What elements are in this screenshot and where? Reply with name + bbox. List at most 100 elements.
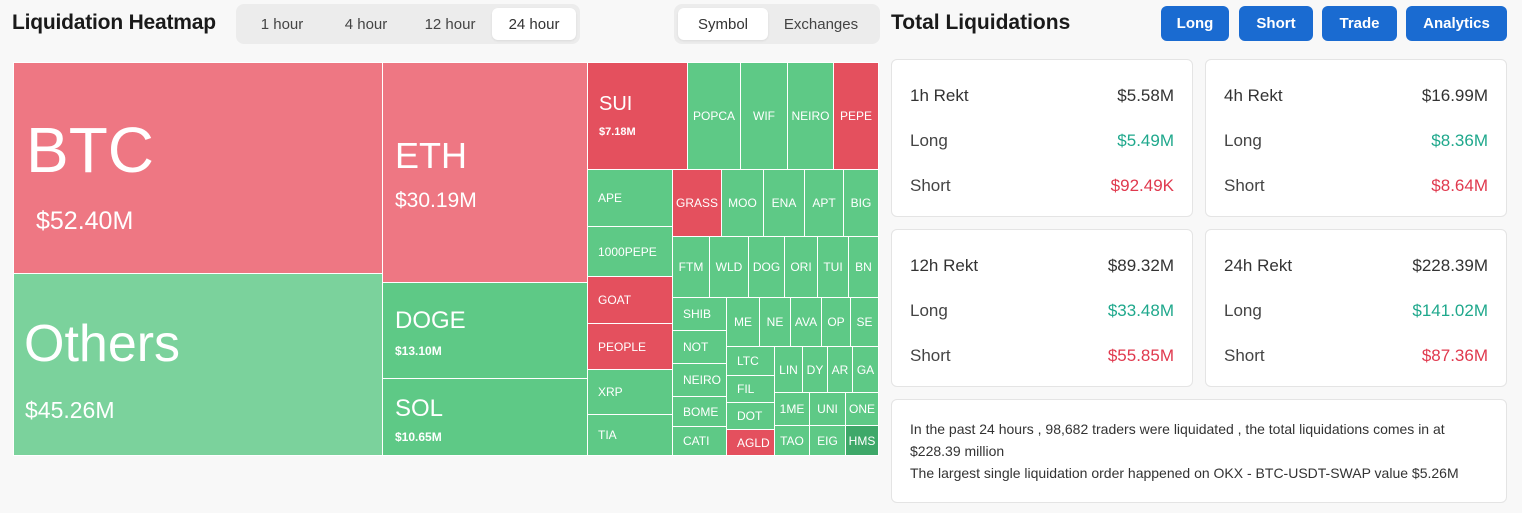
heatmap-cell-lin[interactable]: LIN (774, 346, 803, 393)
cell-symbol: ME (734, 315, 752, 329)
heatmap-cell-neiro-2[interactable]: NEIRO (672, 363, 727, 397)
heatmap-cell-ena[interactable]: ENA (763, 169, 805, 237)
heatmap-cell-others[interactable]: Others $45.26M (13, 273, 383, 456)
short-label: Short (1224, 176, 1265, 195)
cell-value: $45.26M (25, 397, 115, 423)
heatmap-cell-ori[interactable]: ORI (784, 236, 818, 298)
cell-symbol: TUI (823, 260, 843, 274)
heatmap-cell-ar[interactable]: AR (827, 346, 853, 393)
short-value: $8.64M (1431, 176, 1488, 195)
card-total: $89.32M (1107, 256, 1174, 275)
cell-symbol: WLD (715, 260, 743, 274)
analytics-button[interactable]: Analytics (1406, 6, 1507, 41)
heatmap-cell-eth[interactable]: ETH $30.19M (382, 62, 588, 283)
cell-symbol: PEPE (839, 109, 872, 123)
trade-button[interactable]: Trade (1322, 6, 1397, 41)
card-long-row: Long $8.36M (1224, 131, 1488, 151)
heatmap-cell-big[interactable]: BIG (843, 169, 879, 237)
heatmap-cell-dot[interactable]: DOT (726, 402, 775, 430)
heatmap-cell-tui[interactable]: TUI (817, 236, 849, 298)
heatmap-cell-1me[interactable]: 1ME (774, 392, 810, 426)
heatmap-cell-not[interactable]: NOT (672, 330, 727, 364)
heatmap-cell-tao[interactable]: TAO (774, 425, 810, 456)
card-24h-rekt: 24h Rekt $228.39M Long $141.02M Short $87.3… (1205, 229, 1507, 387)
heatmap-cell-me[interactable]: ME (726, 297, 760, 347)
total-liquidations-title: Total Liquidations (891, 11, 1071, 34)
cell-value: $13.10M (395, 344, 442, 358)
heatmap-cell-ftm[interactable]: FTM (672, 236, 710, 298)
heatmap-cell-bome[interactable]: BOME (672, 396, 727, 427)
cell-symbol: BOME (683, 404, 719, 419)
liquidation-summary: In the past 24 hours , 98,682 traders we… (891, 399, 1507, 503)
cell-symbol: BN (855, 260, 872, 274)
heatmap-cell-ava[interactable]: AVA (790, 297, 822, 347)
cell-symbol: FTM (678, 260, 704, 274)
heatmap-cell-goat[interactable]: GOAT (587, 276, 673, 324)
heatmap-cell-fil[interactable]: FIL (726, 375, 775, 403)
heatmap-cell-op[interactable]: OP (821, 297, 851, 347)
short-label: Short (910, 346, 951, 365)
cell-symbol: GA (856, 362, 875, 377)
tab-24-hour[interactable]: 24 hour (492, 8, 576, 40)
heatmap-cell-people[interactable]: PEOPLE (587, 323, 673, 370)
heatmap-cell-ltc[interactable]: LTC (726, 346, 775, 376)
heatmap-cell-dog[interactable]: DOG (748, 236, 785, 298)
heatmap-cell-wif[interactable]: WIF (740, 62, 788, 170)
heatmap-cell-eig[interactable]: EIG (809, 425, 846, 456)
long-label: Long (1224, 131, 1262, 150)
long-value: $8.36M (1431, 131, 1488, 150)
short-button[interactable]: Short (1239, 6, 1313, 41)
heatmap-cell-moo[interactable]: MOO (721, 169, 764, 237)
heatmap-cell-btc[interactable]: BTC $52.40M (13, 62, 383, 274)
cell-symbol: SHIB (683, 307, 712, 321)
heatmap-cell-shib[interactable]: SHIB (672, 297, 727, 331)
heatmap-cell-neiro[interactable]: NEIRO (787, 62, 834, 170)
heatmap-cell-tia[interactable]: TIA (587, 414, 673, 456)
heatmap-cell-uni[interactable]: UNI (809, 392, 846, 426)
heatmap-cell-apt[interactable]: APT (804, 169, 844, 237)
heatmap-cell-bn[interactable]: BN (848, 236, 879, 298)
heatmap-cell-popca[interactable]: POPCA (687, 62, 741, 170)
heatmap-cell-sol[interactable]: SOL $10.65M (382, 378, 588, 456)
heatmap-cell-sui[interactable]: SUI $7.18M (587, 62, 688, 170)
long-value: $5.49M (1117, 131, 1174, 150)
heatmap-cell-cati[interactable]: CATI (672, 426, 727, 456)
heatmap-cell-doge[interactable]: DOGE $13.10M (382, 282, 588, 379)
heatmap-cell-dy[interactable]: DY (802, 346, 828, 393)
long-button[interactable]: Long (1161, 6, 1229, 41)
heatmap-cell-pepe[interactable]: PEPE (833, 62, 879, 170)
cell-symbol: POPCA (692, 109, 735, 123)
heatmap-cell-xrp[interactable]: XRP (587, 369, 673, 415)
cell-symbol: EIG (817, 433, 838, 448)
heatmap-cell-wld[interactable]: WLD (709, 236, 749, 298)
heatmap-cell-one[interactable]: ONE (845, 392, 879, 426)
heatmap-cell-grass[interactable]: GRASS (672, 169, 722, 237)
tab-1-hour[interactable]: 1 hour (260, 15, 304, 33)
cell-value: $10.65M (395, 430, 442, 444)
tab-exchanges[interactable]: Exchanges (783, 15, 859, 33)
heatmap-cell-hms[interactable]: HMS (845, 425, 879, 456)
tab-4-hour[interactable]: 4 hour (344, 15, 388, 33)
card-total-row: 12h Rekt $89.32M (910, 256, 1174, 276)
tab-symbol[interactable]: Symbol (678, 8, 768, 40)
card-total: $16.99M (1421, 86, 1488, 105)
heatmap-cell-ne[interactable]: NE (759, 297, 791, 347)
tab-12-hour[interactable]: 12 hour (424, 15, 476, 33)
long-label: Long (1224, 301, 1262, 320)
cell-value: $52.40M (36, 207, 134, 235)
cell-symbol: DOGE (395, 307, 466, 334)
long-value: $141.02M (1412, 301, 1488, 320)
heatmap-cell-1000pepe[interactable]: 1000PEPE (587, 226, 673, 277)
heatmap-cell-se[interactable]: SE (850, 297, 879, 347)
card-long-row: Long $5.49M (910, 131, 1174, 151)
card-long-row: Long $33.48M (910, 301, 1174, 321)
heatmap-cell-agld[interactable]: AGLD (726, 429, 775, 456)
card-title: 12h Rekt (910, 256, 979, 275)
heatmap-cell-ape[interactable]: APE (587, 169, 673, 227)
cell-symbol: LTC (737, 354, 759, 368)
long-label: Long (910, 131, 948, 150)
cell-symbol: BTC (26, 114, 154, 186)
cell-symbol: SUI (599, 93, 633, 115)
heatmap-cell-ga[interactable]: GA (852, 346, 879, 393)
short-label: Short (1224, 346, 1265, 365)
